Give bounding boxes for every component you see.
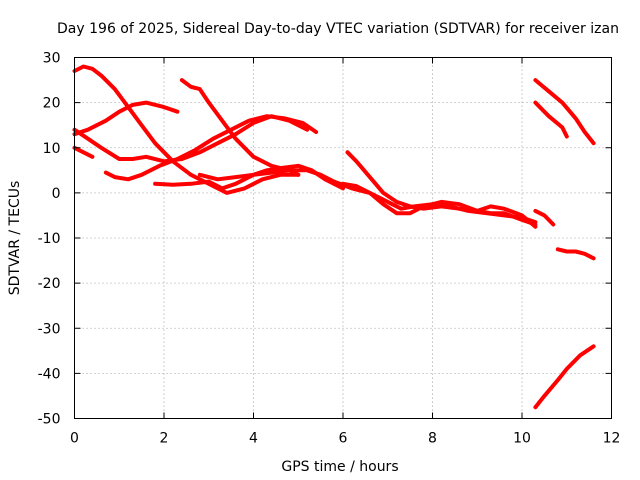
series-line-arc-15 <box>533 344 596 410</box>
series-line-arc-12 <box>533 78 596 146</box>
y-tick-label: 20 <box>43 96 61 112</box>
x-tick-label: 6 <box>339 431 348 447</box>
y-tick-label: -50 <box>38 412 61 428</box>
chart-title: Day 196 of 2025, Sidereal Day-to-day VTE… <box>57 21 619 37</box>
y-tick-label: -40 <box>38 366 61 382</box>
x-tick-label: 4 <box>249 431 258 447</box>
series-line-arc-13 <box>533 100 569 139</box>
series-line-arc-9 <box>345 150 538 229</box>
series-line-arc-1 <box>72 64 301 195</box>
y-tick-label: 30 <box>43 51 61 67</box>
y-tick-label: 0 <box>52 186 61 202</box>
series-line-arc-11 <box>533 208 556 227</box>
y-tick-label: -20 <box>38 276 61 292</box>
y-tick-label: -30 <box>38 321 61 337</box>
series-line-arc-5 <box>103 114 319 182</box>
series-line-arc-14 <box>555 247 596 261</box>
y-tick-label: -10 <box>38 231 61 247</box>
x-tick-label: 0 <box>70 431 79 447</box>
axis-ticks <box>74 57 612 419</box>
tick-labels: 0 2 4 6 8 10 12 -50 -40 -30 -20 -10 0 10 20 30 <box>38 51 621 447</box>
gridlines <box>74 57 612 419</box>
y-axis-title: SDTVAR / TECUs <box>7 181 23 296</box>
series-layer <box>72 64 596 410</box>
x-axis-title: GPS time / hours <box>281 459 398 475</box>
y-tick-label: 10 <box>43 141 61 157</box>
series-line-arc-3 <box>72 145 95 159</box>
x-tick-label: 2 <box>160 431 169 447</box>
x-tick-label: 12 <box>603 431 621 447</box>
series-line-arc-2 <box>72 100 180 137</box>
x-tick-label: 10 <box>513 431 531 447</box>
series-line-arc-10 <box>341 181 538 227</box>
x-tick-label: 8 <box>428 431 437 447</box>
